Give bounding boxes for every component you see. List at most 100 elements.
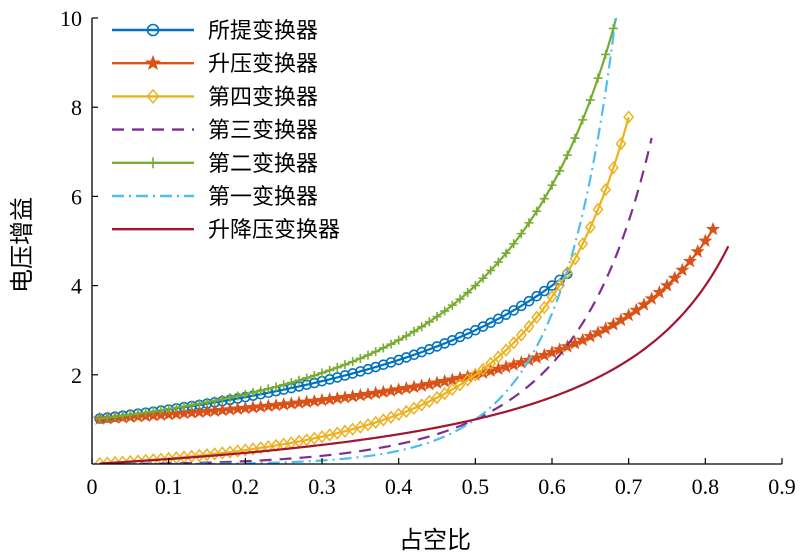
series-5-point bbox=[286, 378, 296, 388]
x-tick-label: 0.8 bbox=[692, 474, 720, 499]
series-5-point bbox=[118, 411, 128, 421]
series-5-point bbox=[102, 413, 112, 423]
x-tick-label: 0.4 bbox=[385, 474, 413, 499]
series-1-point bbox=[347, 368, 358, 379]
series-1-point bbox=[324, 374, 335, 385]
series-5-point bbox=[317, 368, 327, 378]
series-1-point bbox=[355, 366, 366, 377]
y-tick-label: 6 bbox=[71, 184, 82, 209]
series-3-point bbox=[462, 373, 474, 387]
series-5-point bbox=[493, 257, 503, 267]
series-3-point bbox=[500, 343, 512, 357]
series-5-point bbox=[401, 331, 411, 341]
series-5-point bbox=[601, 49, 611, 59]
series-3-point bbox=[546, 290, 558, 304]
series-3-point bbox=[623, 110, 635, 124]
series-1-point bbox=[531, 290, 542, 302]
legend-label: 第二变换器 bbox=[208, 152, 318, 177]
series-5-point bbox=[156, 405, 166, 415]
series-3-point bbox=[439, 386, 451, 401]
series-5-point bbox=[562, 150, 572, 160]
series-2-point bbox=[690, 244, 705, 258]
series-3-point bbox=[400, 404, 412, 419]
series-5-point bbox=[555, 166, 565, 176]
series-5-point bbox=[486, 265, 496, 275]
series-5-point bbox=[424, 317, 434, 327]
series-5-point bbox=[516, 229, 526, 239]
series-3-point bbox=[508, 336, 520, 350]
series-5-point bbox=[432, 312, 442, 322]
series-3-point bbox=[561, 265, 573, 280]
series-1-point bbox=[508, 305, 519, 316]
series-5-point bbox=[302, 373, 312, 383]
series-3-point bbox=[531, 310, 543, 325]
series-4 bbox=[99, 137, 653, 464]
legend-label: 所提变换器 bbox=[208, 19, 318, 44]
x-tick-label: 0.7 bbox=[615, 474, 643, 499]
series-3-point bbox=[523, 319, 535, 334]
legend-entry-4: 第三变换器 bbox=[112, 119, 318, 144]
series-5-point bbox=[608, 23, 618, 33]
y-tick-label: 8 bbox=[71, 95, 82, 120]
series-3-point bbox=[155, 452, 167, 464]
series-7 bbox=[99, 245, 730, 464]
series-3-point bbox=[584, 220, 596, 235]
series-5-point bbox=[187, 400, 197, 410]
series-5-point bbox=[378, 343, 388, 353]
series-5-point bbox=[478, 273, 488, 283]
series-5-point bbox=[225, 393, 235, 403]
series-5-point bbox=[585, 95, 595, 105]
series-2-point bbox=[560, 339, 575, 353]
series-3-point bbox=[577, 237, 589, 251]
series-3-point bbox=[485, 356, 497, 371]
series-5-point bbox=[210, 396, 220, 406]
legend-label: 第三变换器 bbox=[208, 119, 318, 144]
series-5-point bbox=[386, 339, 396, 349]
series-3 bbox=[94, 110, 635, 464]
series-3-point bbox=[592, 202, 604, 217]
series-2-point bbox=[675, 262, 690, 277]
series-5-point bbox=[125, 410, 135, 420]
series-5-point bbox=[532, 206, 542, 216]
series-3-point bbox=[94, 456, 106, 464]
series-2-point bbox=[660, 278, 674, 292]
series-3-point bbox=[109, 455, 121, 464]
series-5-point bbox=[539, 194, 549, 204]
series-3-point bbox=[492, 350, 504, 364]
legend-marker bbox=[147, 157, 159, 169]
legend-entry-1: 所提变换器 bbox=[112, 19, 318, 44]
series-3-point bbox=[469, 368, 481, 382]
series-3-point bbox=[454, 378, 466, 392]
series-3-point bbox=[117, 455, 129, 464]
series-line-4 bbox=[99, 137, 653, 464]
series-3-point bbox=[538, 300, 550, 315]
series-2-point bbox=[667, 270, 682, 285]
series-5-point bbox=[263, 384, 273, 394]
series-3-point bbox=[193, 448, 205, 463]
series-3-point bbox=[423, 394, 435, 409]
series-2-point bbox=[506, 357, 521, 371]
series-5-point bbox=[332, 363, 342, 373]
y-tick-label: 10 bbox=[60, 6, 82, 31]
series-5-point bbox=[233, 391, 243, 401]
series-5-point bbox=[348, 357, 358, 367]
series-3-point bbox=[515, 328, 527, 342]
y-axis-title: 电压增益 bbox=[8, 197, 36, 293]
series-5-point bbox=[593, 73, 603, 83]
series-5-point bbox=[371, 347, 381, 357]
series-5-point bbox=[279, 380, 289, 390]
series-5-point bbox=[463, 288, 473, 298]
series-5-point bbox=[578, 115, 588, 125]
y-tick-label: 2 bbox=[71, 363, 82, 388]
x-tick-label: 0.9 bbox=[768, 474, 796, 499]
series-5 bbox=[95, 18, 618, 423]
series-1-point bbox=[362, 363, 374, 375]
series-2-point bbox=[683, 253, 697, 268]
series-3-point bbox=[147, 453, 159, 464]
series-3-point bbox=[600, 182, 612, 197]
legend-marker bbox=[146, 23, 160, 37]
series-2-point bbox=[499, 359, 513, 373]
series-3-point bbox=[186, 449, 198, 464]
legend-entry-6: 第一变换器 bbox=[112, 185, 318, 210]
series-5-point bbox=[164, 404, 174, 414]
